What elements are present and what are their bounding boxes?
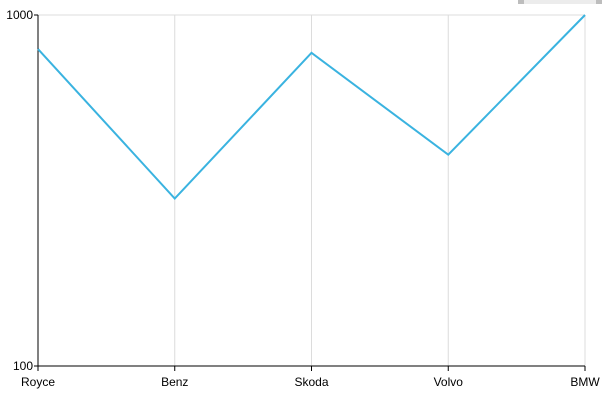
grid-lines: [38, 15, 585, 366]
x-tick-label: Benz: [161, 375, 188, 389]
x-tick-label: BMW: [570, 375, 600, 389]
x-tick-label: Royce: [21, 375, 55, 389]
scrollbar-right-thumb[interactable]: [596, 0, 602, 4]
y-tick-label: 1000: [6, 8, 33, 22]
x-tick-label: Skoda: [294, 375, 328, 389]
scrollbar-left-thumb[interactable]: [518, 0, 524, 4]
y-tick-label: 100: [13, 359, 33, 373]
axes: [34, 15, 585, 371]
tick-labels: 100 1000 Royce Benz Skoda Volvo BMW: [6, 8, 600, 389]
x-tick-label: Volvo: [434, 375, 464, 389]
scrollbar[interactable]: [518, 0, 602, 4]
